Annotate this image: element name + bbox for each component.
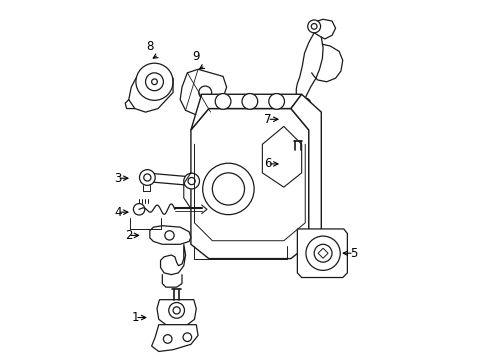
Circle shape <box>242 94 257 109</box>
Polygon shape <box>317 248 327 258</box>
Text: 5: 5 <box>349 247 356 260</box>
Text: 6: 6 <box>264 157 271 170</box>
Text: 1: 1 <box>132 311 139 324</box>
Polygon shape <box>280 150 317 185</box>
Polygon shape <box>190 109 308 258</box>
Polygon shape <box>262 126 301 187</box>
Circle shape <box>215 94 230 109</box>
Polygon shape <box>296 33 323 105</box>
Circle shape <box>168 302 184 318</box>
Text: 4: 4 <box>114 206 121 219</box>
Text: 7: 7 <box>264 113 271 126</box>
Circle shape <box>151 79 157 85</box>
Text: 2: 2 <box>124 229 132 242</box>
Circle shape <box>201 102 208 109</box>
Text: 9: 9 <box>192 50 200 63</box>
Circle shape <box>311 23 316 29</box>
Circle shape <box>212 173 244 205</box>
Circle shape <box>163 335 172 343</box>
Circle shape <box>139 170 155 185</box>
Circle shape <box>143 174 151 181</box>
Circle shape <box>305 236 340 270</box>
Circle shape <box>183 173 199 189</box>
Polygon shape <box>160 244 185 275</box>
Circle shape <box>164 231 174 240</box>
Circle shape <box>268 94 284 109</box>
Text: 8: 8 <box>146 40 153 53</box>
Circle shape <box>298 98 310 111</box>
Circle shape <box>136 63 173 100</box>
Text: 3: 3 <box>114 172 121 185</box>
Polygon shape <box>149 226 190 244</box>
Circle shape <box>307 20 320 33</box>
Circle shape <box>188 177 195 185</box>
Circle shape <box>301 102 307 107</box>
Polygon shape <box>180 69 226 116</box>
Circle shape <box>183 333 191 342</box>
Polygon shape <box>190 94 301 130</box>
Polygon shape <box>148 173 190 185</box>
Circle shape <box>203 163 254 215</box>
Circle shape <box>288 158 306 176</box>
Circle shape <box>133 203 144 215</box>
Circle shape <box>293 163 302 172</box>
Circle shape <box>198 86 211 99</box>
Circle shape <box>313 244 331 262</box>
Polygon shape <box>297 229 346 278</box>
Circle shape <box>145 73 163 91</box>
Circle shape <box>173 307 180 314</box>
Polygon shape <box>290 94 321 244</box>
Polygon shape <box>151 325 198 351</box>
Polygon shape <box>157 300 196 325</box>
